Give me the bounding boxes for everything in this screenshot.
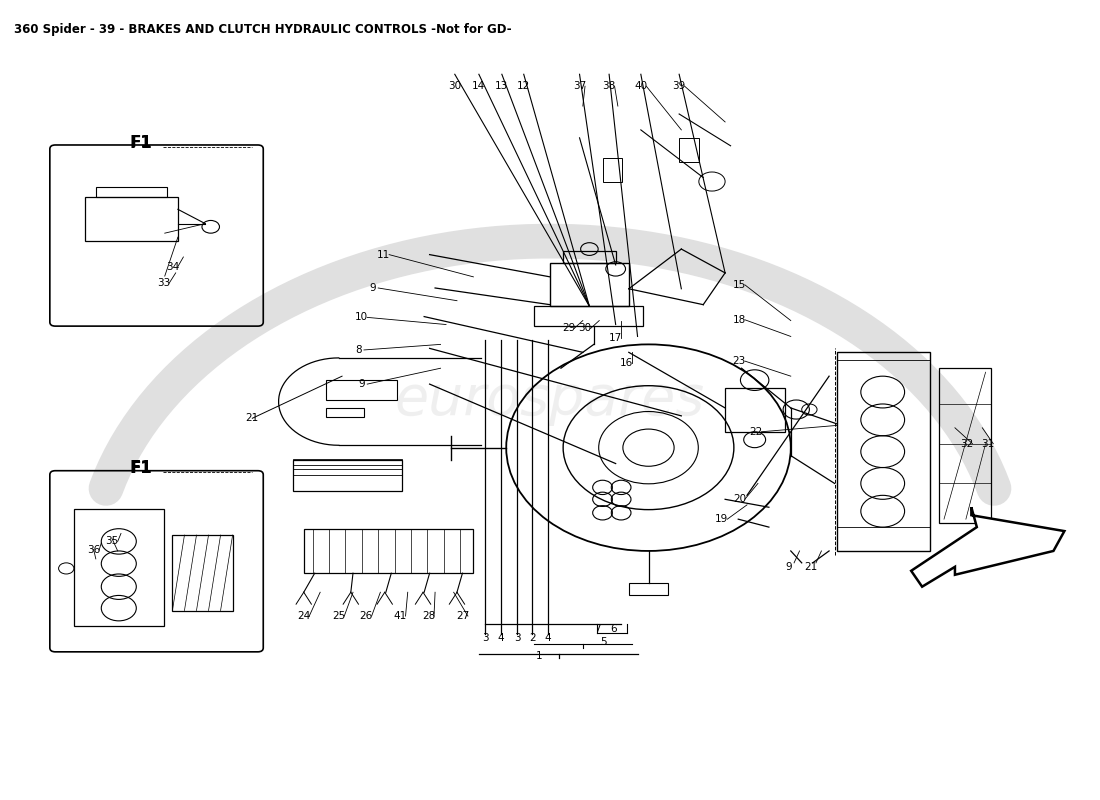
Bar <box>603 158 623 182</box>
Text: 24: 24 <box>297 611 310 621</box>
Text: 20: 20 <box>733 494 746 504</box>
Text: 5: 5 <box>601 637 607 646</box>
Text: 27: 27 <box>455 611 469 621</box>
Text: 12: 12 <box>517 81 530 91</box>
Text: 21: 21 <box>245 414 258 423</box>
Text: 31: 31 <box>981 438 994 449</box>
Text: 39: 39 <box>672 81 685 91</box>
Text: 23: 23 <box>733 356 746 366</box>
Bar <box>563 251 616 262</box>
Text: 10: 10 <box>355 312 368 322</box>
Text: 17: 17 <box>609 333 623 343</box>
Text: 360 Spider - 39 - BRAKES AND CLUTCH HYDRAULIC CONTROLS -Not for GD-: 360 Spider - 39 - BRAKES AND CLUTCH HYDR… <box>13 22 512 36</box>
Bar <box>550 262 629 306</box>
Text: 18: 18 <box>733 314 746 325</box>
Bar <box>938 368 991 523</box>
Text: 37: 37 <box>573 81 586 91</box>
Bar <box>293 459 403 491</box>
Text: 16: 16 <box>620 358 634 369</box>
Bar <box>629 582 668 594</box>
Text: 34: 34 <box>166 262 179 271</box>
Text: 9: 9 <box>370 283 376 293</box>
Text: 6: 6 <box>610 624 617 634</box>
Text: eurospares: eurospares <box>395 374 705 426</box>
Text: 36: 36 <box>87 545 100 555</box>
Bar <box>96 187 167 198</box>
Text: 41: 41 <box>394 611 407 621</box>
Text: 22: 22 <box>749 426 762 437</box>
Bar <box>293 469 403 475</box>
Text: F1: F1 <box>129 459 152 478</box>
Text: F1: F1 <box>130 135 151 150</box>
Bar <box>173 535 232 610</box>
Text: 8: 8 <box>355 345 362 355</box>
Text: F1: F1 <box>130 461 151 476</box>
Text: 13: 13 <box>495 81 508 91</box>
Text: 9: 9 <box>785 562 792 572</box>
Text: 14: 14 <box>472 81 485 91</box>
Text: 19: 19 <box>715 514 728 524</box>
Text: 4: 4 <box>544 634 551 643</box>
Text: 25: 25 <box>332 611 345 621</box>
Text: 30: 30 <box>448 81 461 91</box>
Text: 3: 3 <box>482 634 488 643</box>
Text: 3: 3 <box>514 634 520 643</box>
Text: 7: 7 <box>594 624 601 634</box>
Bar <box>304 530 473 573</box>
Text: 40: 40 <box>635 81 648 91</box>
Bar <box>293 458 403 465</box>
Text: 38: 38 <box>603 81 616 91</box>
Bar <box>837 352 930 551</box>
Text: 29: 29 <box>562 323 575 334</box>
Text: 26: 26 <box>360 611 373 621</box>
Text: F1: F1 <box>129 134 152 152</box>
Text: 15: 15 <box>733 280 746 290</box>
Text: 21: 21 <box>804 562 817 572</box>
Text: 32: 32 <box>960 438 974 449</box>
Text: 4: 4 <box>497 634 504 643</box>
Text: 2: 2 <box>529 634 536 643</box>
Bar <box>534 306 644 326</box>
Text: 35: 35 <box>106 537 119 546</box>
Text: 11: 11 <box>377 250 390 260</box>
Bar <box>74 509 164 626</box>
Text: 33: 33 <box>157 278 170 288</box>
Bar <box>85 198 178 241</box>
Text: 30: 30 <box>579 323 592 334</box>
Bar <box>326 408 364 418</box>
Text: 28: 28 <box>422 611 436 621</box>
Bar <box>725 388 785 432</box>
Polygon shape <box>911 507 1065 586</box>
Bar <box>679 138 699 162</box>
Text: 1: 1 <box>536 651 542 661</box>
Bar <box>326 380 397 400</box>
Text: 9: 9 <box>359 379 365 389</box>
